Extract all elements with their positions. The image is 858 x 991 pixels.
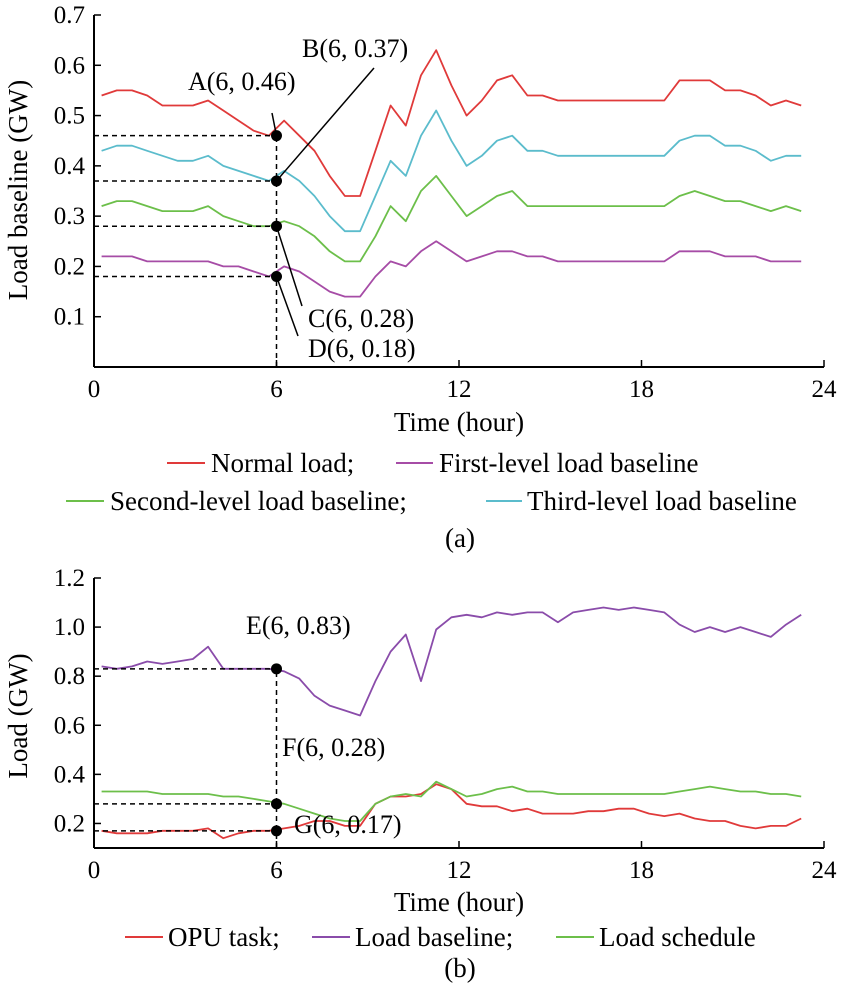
legend-label-normal-load: Normal load; [211, 448, 354, 478]
legend-label-load-schedule: Load schedule [599, 922, 756, 952]
chart-b-annotation-guides [94, 668, 278, 848]
chart-b-legend: OPU task; Load baseline; Load schedule [125, 922, 756, 952]
chart-b-xtick-label: 6 [270, 857, 283, 884]
chart-b-xtick-label: 0 [88, 857, 101, 884]
chart-a-ytick-label: 0.3 [54, 203, 85, 230]
chart-a-xtick-label: 0 [88, 376, 101, 403]
chart-b-xtick-label: 12 [447, 857, 472, 884]
chart-a-ylabel: Load baseline (GW) [3, 80, 33, 300]
chart-b-ytick-label: 0.2 [54, 810, 85, 837]
chart-b-ytick-label: 0.4 [54, 761, 86, 788]
chart-b-point-g [271, 825, 282, 837]
chart-b-ytick-label: 1.0 [54, 614, 85, 641]
legend-label-load-baseline: Load baseline; [355, 922, 513, 952]
chart-b-xtick-label: 24 [812, 857, 838, 884]
legend-label-second-level: Second-level load baseline; [110, 486, 407, 516]
chart-b-annotation-e: E(6, 0.83) [246, 611, 351, 640]
chart-b-axes [93, 578, 824, 849]
chart-a-xtick-label: 12 [447, 376, 472, 403]
chart-a-annotation-d: D(6, 0.18) [308, 334, 416, 363]
chart-a-ytick-label: 0.6 [54, 52, 85, 79]
chart-b-annotation-g: G(6, 0.17) [294, 810, 402, 839]
chart-a-series-third-level-load-baseline [101, 109, 802, 233]
chart-b-ytick-label: 0.6 [54, 712, 85, 739]
chart-b-xtick-label: 18 [629, 857, 654, 884]
chart-b-panel-label: (b) [444, 953, 475, 983]
chart-a-annotation-guides [94, 134, 278, 367]
chart-a-series-first-level-load-baseline [101, 240, 802, 298]
chart-a-ticks: 0 6 12 18 24 0.1 0.2 0.3 0.4 0.5 0.6 0.7 [54, 2, 837, 403]
chart-b-annotation-f: F(6, 0.28) [282, 733, 385, 762]
chart-a-panel-label: (a) [445, 523, 475, 553]
chart-b-series-lines [101, 606, 802, 840]
chart-b-annotations: E(6, 0.83) F(6, 0.28) G(6, 0.17) [246, 611, 402, 839]
chart-a-ytick-label: 0.5 [54, 103, 85, 130]
chart-a-legend: Normal load; First-level load baseline S… [66, 448, 797, 516]
chart-a-ytick-label: 0.7 [54, 2, 85, 29]
chart-b-ytick-label: 1.2 [54, 565, 85, 592]
chart-b-series-load-schedule [101, 780, 802, 822]
chart-a-ytick-label: 0.1 [54, 304, 85, 331]
legend-label-opu-task: OPU task; [168, 922, 280, 952]
chart-a-annotation-a: A(6, 0.46) [188, 67, 296, 96]
chart-a-leader-b [275, 67, 375, 182]
chart-a-xtick-label: 18 [629, 376, 654, 403]
chart-b-point-f [271, 798, 282, 810]
chart-a-ytick-label: 0.4 [54, 153, 86, 180]
chart-a-xlabel: Time (hour) [394, 407, 524, 437]
chart-b-ylabel: Load (GW) [3, 653, 33, 778]
chart-a-leader-d [275, 276, 299, 337]
chart-a-series-normal-load [101, 49, 802, 197]
chart-b-xlabel: Time (hour) [394, 887, 524, 917]
chart-a-annotation-c: C(6, 0.28) [308, 304, 414, 333]
chart-b-series-load-baseline [101, 606, 802, 717]
chart-b-ytick-label: 0.8 [54, 663, 85, 690]
legend-label-third-level: Third-level load baseline [527, 486, 797, 516]
chart-a-ytick-label: 0.2 [54, 253, 85, 280]
chart-a-xtick-label: 24 [812, 376, 838, 403]
chart-b: 0 6 12 18 24 0.2 0.4 0.6 0.8 1.0 1.2 E(6, 0.83) F(6… [3, 565, 837, 983]
chart-a-annotation-b: B(6, 0.37) [302, 34, 408, 63]
chart-a: 0 6 12 18 24 0.1 0.2 0.3 0.4 0.5 0.6 0.7 A(6, 0.46)… [3, 2, 837, 553]
chart-a-annotations: A(6, 0.46)B(6, 0.37) C(6, 0.28)D(6, 0.18) [188, 34, 416, 363]
chart-a-series-lines [101, 49, 802, 298]
chart-a-leader-a [271, 112, 278, 136]
chart-b-point-e [271, 663, 282, 675]
chart-a-leader-c [275, 225, 303, 307]
chart-a-xtick-label: 6 [270, 376, 283, 403]
legend-label-first-level: First-level load baseline [439, 448, 698, 478]
chart-b-ticks: 0 6 12 18 24 0.2 0.4 0.6 0.8 1.0 1.2 [54, 565, 837, 884]
chart-a-series-second-level-load-baseline [101, 174, 802, 263]
